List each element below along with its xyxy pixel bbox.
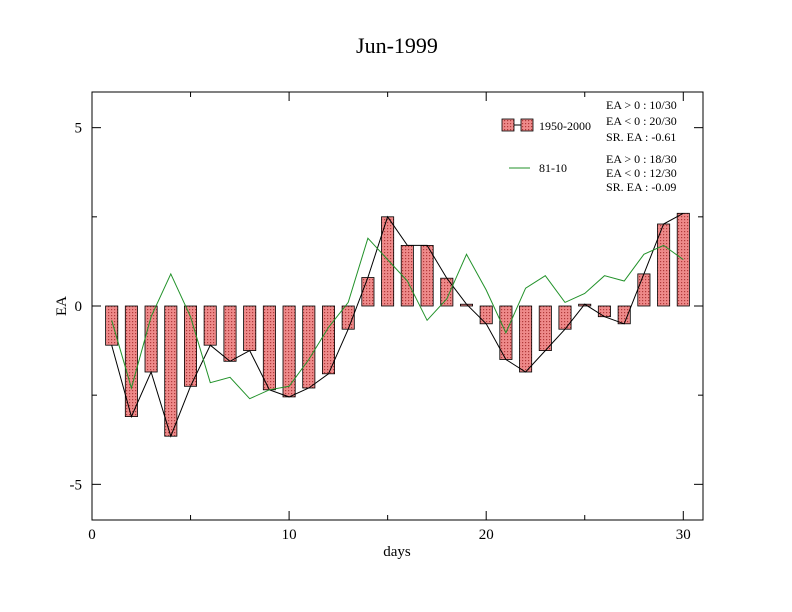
bar-day-30 <box>676 212 690 307</box>
bar-day-29 <box>657 223 671 307</box>
stat-bars-positive: EA > 0 : 10/30 <box>606 98 677 112</box>
stat-line-sr: SR. EA : -0.09 <box>606 180 676 194</box>
bar-day-10 <box>282 305 296 398</box>
bar-day-9 <box>262 305 276 391</box>
line-series <box>111 237 684 400</box>
bar-day-18 <box>440 277 454 307</box>
bar-day-14 <box>361 277 375 307</box>
stats-block: EA > 0 : 10/30 EA < 0 : 20/30 SR. EA : -… <box>606 98 677 194</box>
chart-title: Jun-1999 <box>356 33 438 58</box>
axis-ticks: 0 10 20 30 -5 0 5 <box>70 92 703 543</box>
bar-day-17 <box>420 244 434 307</box>
y-axis-label: EA <box>54 296 70 316</box>
bar-day-23 <box>538 305 552 351</box>
stat-bars-negative: EA < 0 : 20/30 <box>606 114 677 128</box>
bar-day-11 <box>302 305 316 389</box>
bar-day-28 <box>637 273 651 307</box>
bar-series <box>105 212 690 437</box>
legend: 1950-2000 81-10 <box>501 118 591 175</box>
stat-bars-sr: SR. EA : -0.61 <box>606 130 676 144</box>
bar-day-4 <box>164 305 178 437</box>
bar-day-22 <box>519 305 533 373</box>
line-path-81-10 <box>111 237 684 400</box>
x-tick-label: 0 <box>88 527 96 543</box>
stat-line-positive: EA > 0 : 18/30 <box>606 152 677 166</box>
legend-label-bars: 1950-2000 <box>539 119 591 133</box>
x-axis-label: days <box>383 544 411 560</box>
bar-day-27 <box>617 305 631 325</box>
legend-bar-swatch <box>501 118 515 132</box>
bar-day-26 <box>597 305 611 318</box>
bar-day-7 <box>223 305 237 362</box>
y-tick-label: 5 <box>75 121 83 137</box>
stat-line-negative: EA < 0 : 12/30 <box>606 166 677 180</box>
legend-label-line: 81-10 <box>539 161 567 175</box>
x-tick-label: 30 <box>676 527 691 543</box>
bar-day-20 <box>479 305 493 325</box>
y-tick-label: -5 <box>70 477 83 493</box>
bar-connector-path <box>111 212 684 438</box>
bar-connector-line <box>111 212 684 438</box>
bar-day-8 <box>243 305 257 351</box>
bar-day-1 <box>105 305 119 346</box>
bar-day-6 <box>203 305 217 346</box>
x-tick-label: 20 <box>479 527 494 543</box>
bar-day-24 <box>558 305 572 330</box>
y-tick-label: 0 <box>75 299 83 315</box>
x-tick-label: 10 <box>282 527 297 543</box>
legend-bar-swatch-2 <box>520 118 534 132</box>
